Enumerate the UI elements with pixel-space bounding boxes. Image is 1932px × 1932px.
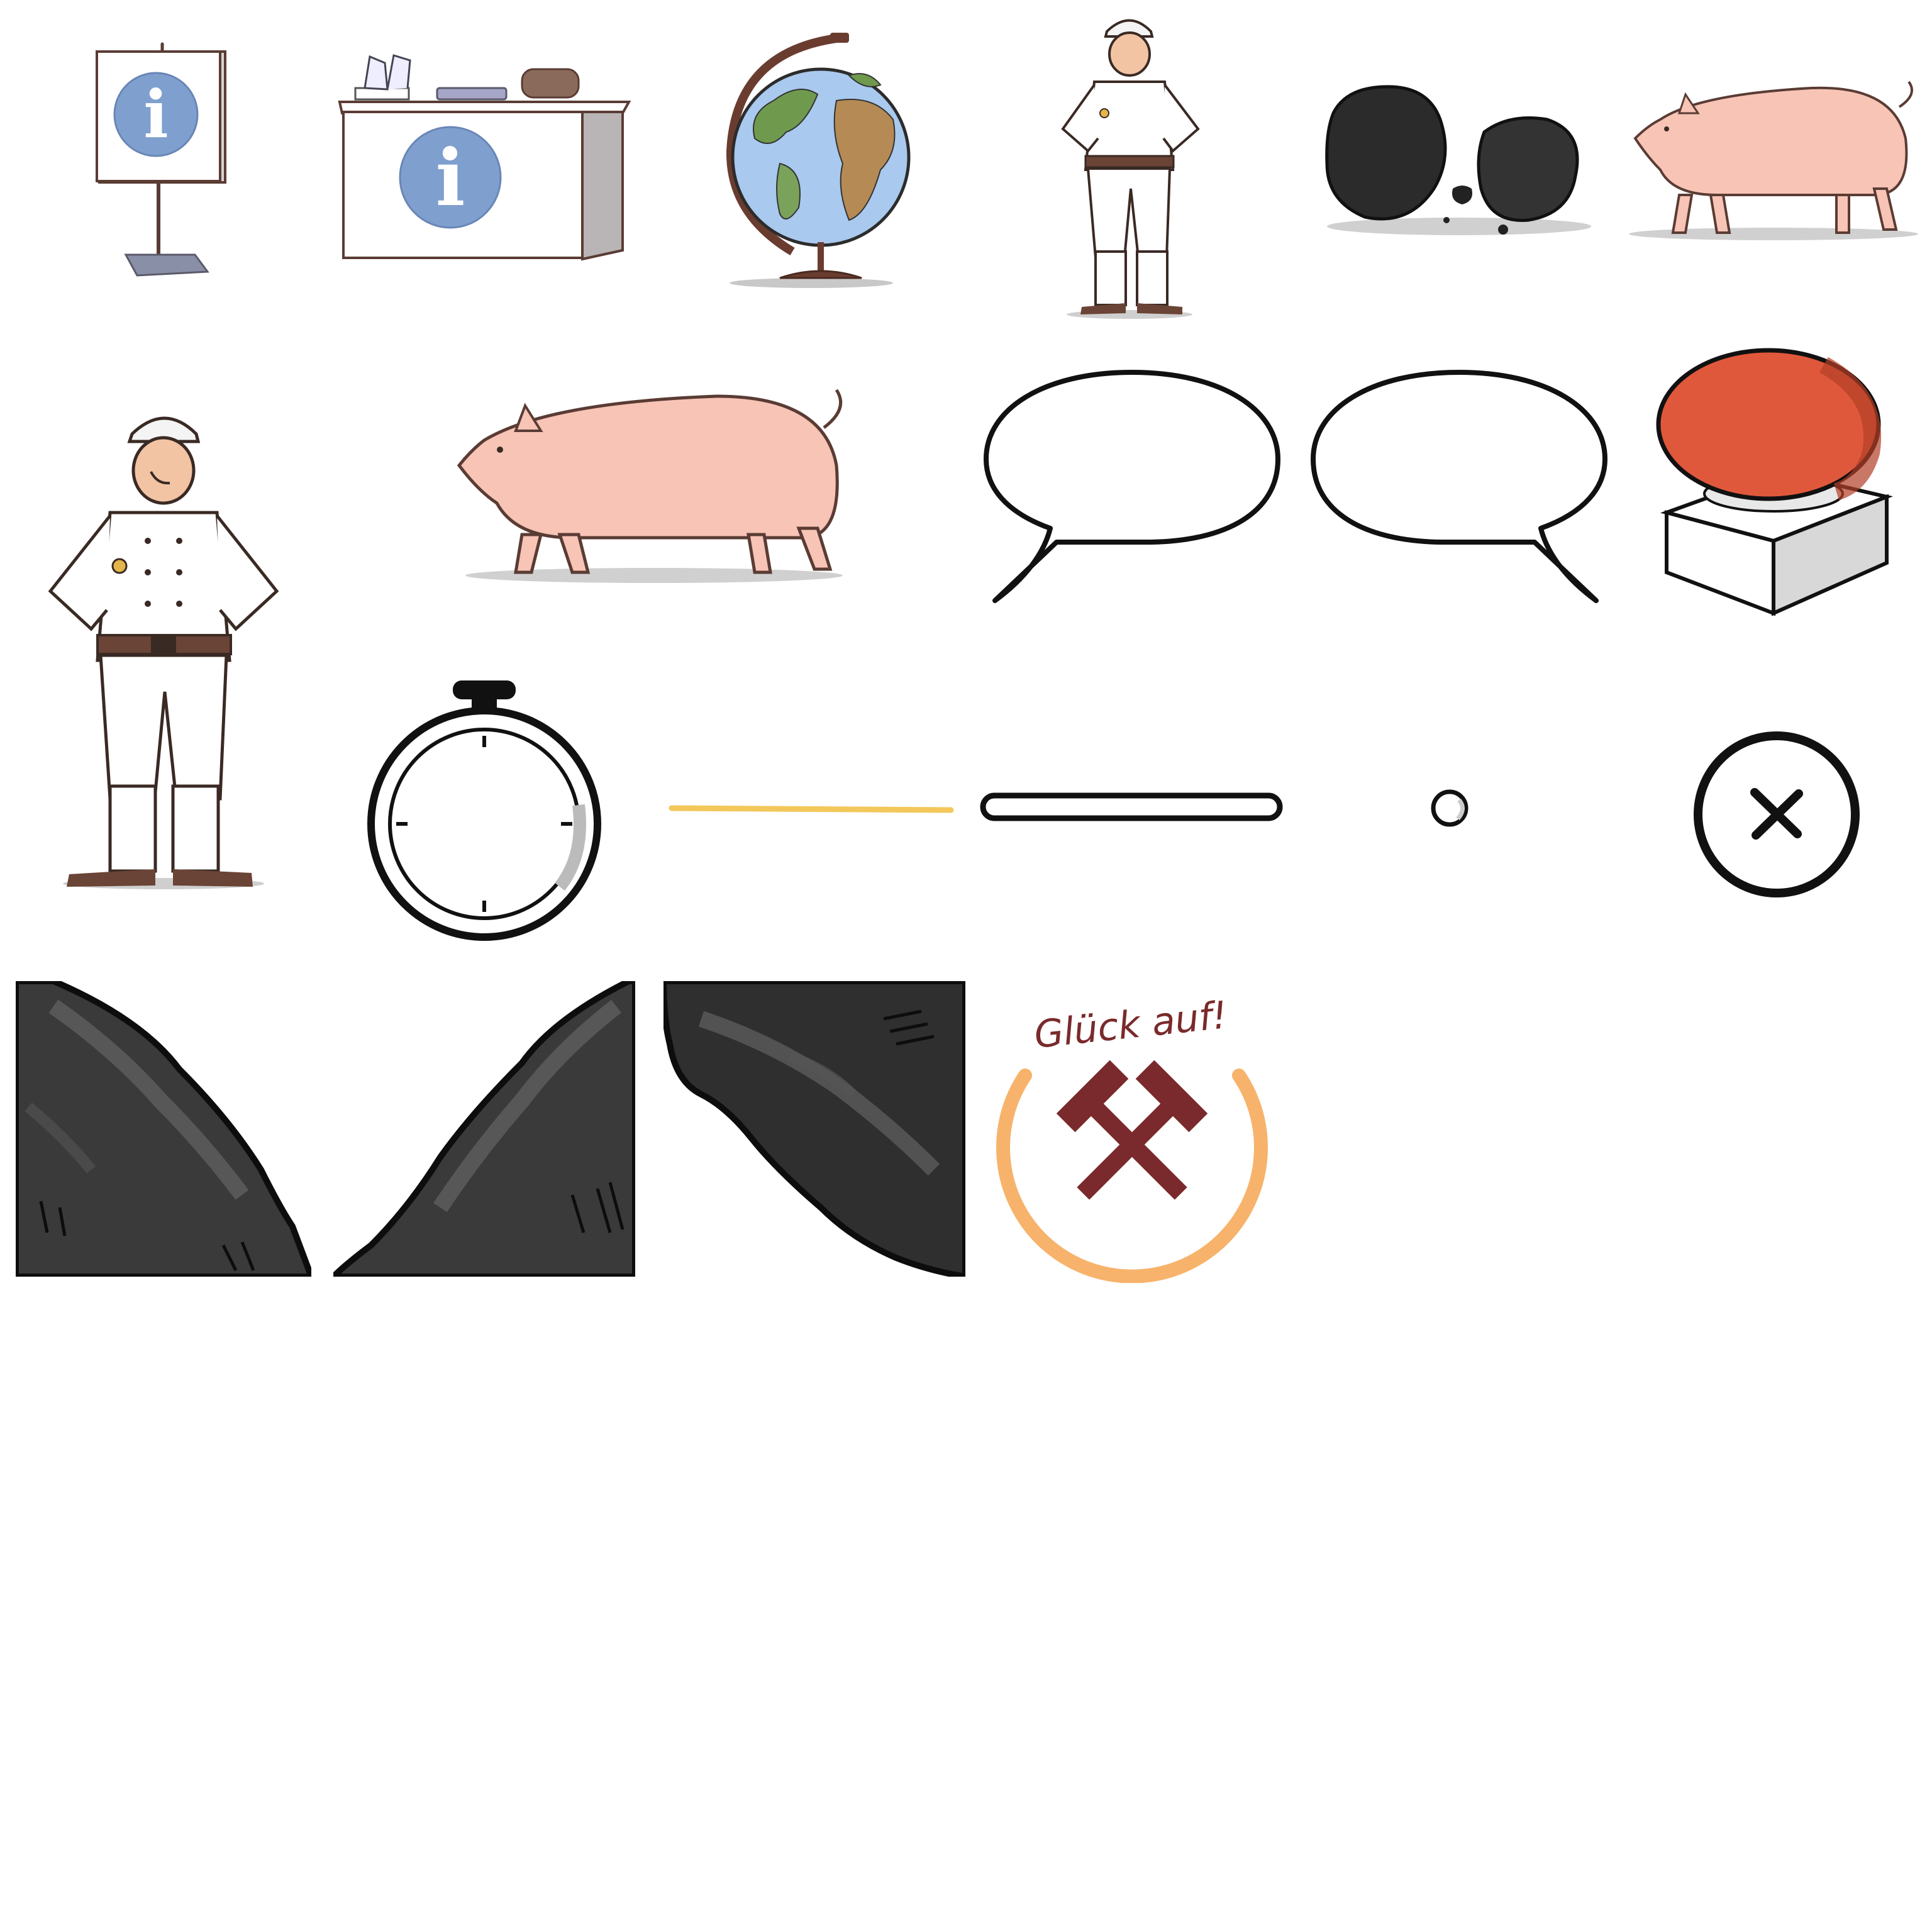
red-push-button[interactable]	[1648, 346, 1912, 623]
info-desk-icon: i	[338, 54, 631, 261]
close-button[interactable]	[1685, 723, 1868, 906]
speech-bubble-right-icon	[1311, 370, 1607, 603]
pig-small-icon	[1629, 80, 1918, 240]
rock-left-tile	[16, 981, 311, 1277]
info-glyph: i	[143, 75, 169, 153]
miner-small-icon	[1061, 19, 1200, 319]
info-sign-icon: i	[96, 42, 226, 277]
speech-bubble-left-icon	[984, 370, 1280, 603]
info-glyph: i	[435, 133, 465, 224]
slider-track[interactable]	[978, 789, 1286, 827]
coal-lumps-icon	[1325, 85, 1591, 235]
badge-text: Glück auf!	[1032, 993, 1230, 1057]
glueck-auf-badge: Glück auf!	[996, 993, 1268, 1283]
globe-icon	[726, 33, 911, 288]
yellow-progress-line	[669, 805, 954, 813]
slider-knob[interactable]	[1428, 786, 1472, 830]
rock-right-tile	[333, 981, 635, 1277]
miner-large-icon	[48, 416, 279, 889]
stopwatch-icon	[367, 680, 601, 941]
rock-overhang-tile	[663, 981, 965, 1277]
pig-large-icon	[457, 389, 843, 583]
